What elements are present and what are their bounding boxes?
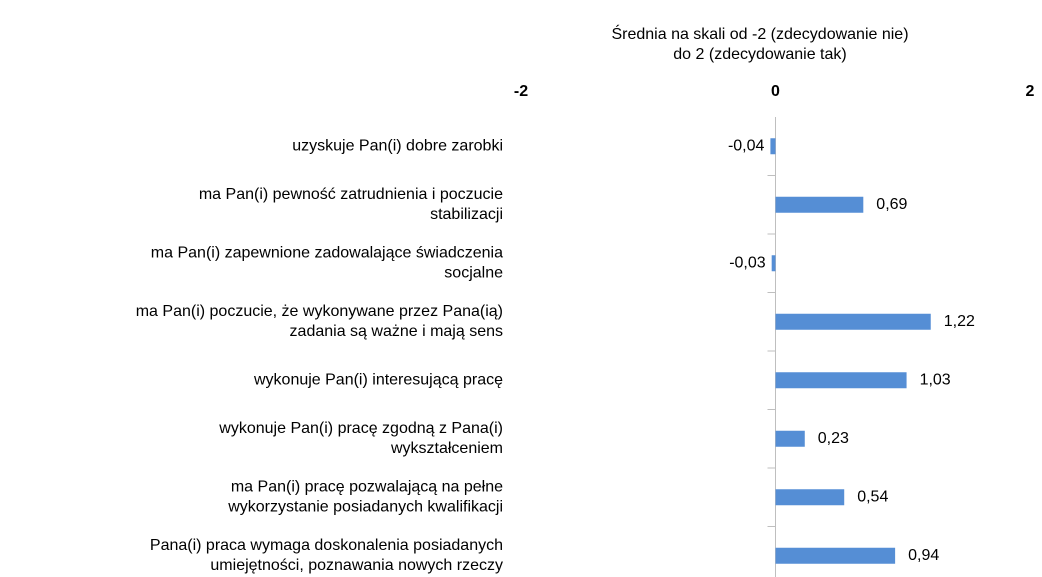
y-tick-label: stabilizacji bbox=[430, 206, 503, 223]
chart-title: Średnia na skali od -2 (zdecydowanie nie… bbox=[611, 24, 908, 43]
y-tick-label: ma Pan(i) poczucie, że wykonywane przez … bbox=[136, 303, 503, 320]
bar bbox=[775, 547, 896, 564]
y-tick-label: ma Pan(i) pewność zatrudnienia i poczuci… bbox=[199, 186, 503, 203]
y-tick-label: socjalne bbox=[444, 264, 503, 281]
bar bbox=[775, 489, 845, 506]
y-tick-label: umiejętności, poznawania nowych rzeczy bbox=[210, 557, 503, 574]
y-tick-label: zadania są ważne i mają sens bbox=[290, 323, 503, 340]
value-label: 1,22 bbox=[944, 313, 975, 330]
y-tick-label: wykształceniem bbox=[390, 440, 503, 457]
bar bbox=[775, 196, 864, 213]
y-tick-label: wykonuje Pan(i) pracę zgodną z Pana(i) bbox=[218, 420, 503, 437]
x-tick-label: -2 bbox=[514, 83, 528, 100]
chart-title: do 2 (zdecydowanie tak) bbox=[673, 46, 846, 63]
y-tick-label: wykorzystanie posiadanych kwalifikacji bbox=[227, 498, 503, 515]
y-tick-label: uzyskuje Pan(i) dobre zarobki bbox=[292, 137, 503, 154]
bar bbox=[775, 430, 805, 447]
x-tick-label: 0 bbox=[771, 83, 780, 100]
bar bbox=[771, 255, 776, 272]
x-tick-label: 2 bbox=[1026, 83, 1035, 100]
bar bbox=[775, 372, 907, 389]
y-tick-label: ma Pan(i) pracę pozwalającą na pełne bbox=[231, 478, 503, 495]
value-label: 0,23 bbox=[818, 430, 849, 447]
value-label: 0,54 bbox=[857, 488, 888, 505]
y-tick-label: Pana(i) praca wymaga doskonalenia posiad… bbox=[150, 537, 503, 554]
value-label: 1,03 bbox=[920, 371, 951, 388]
value-label: -0,04 bbox=[728, 137, 765, 154]
bar bbox=[770, 138, 776, 155]
bar bbox=[775, 313, 931, 330]
value-label: -0,03 bbox=[729, 254, 766, 271]
value-label: 0,69 bbox=[876, 196, 907, 213]
value-label: 0,94 bbox=[908, 547, 939, 564]
y-tick-label: wykonuje Pan(i) interesującą pracę bbox=[253, 371, 503, 388]
y-tick-label: ma Pan(i) zapewnione zadowalające świadc… bbox=[151, 244, 503, 261]
